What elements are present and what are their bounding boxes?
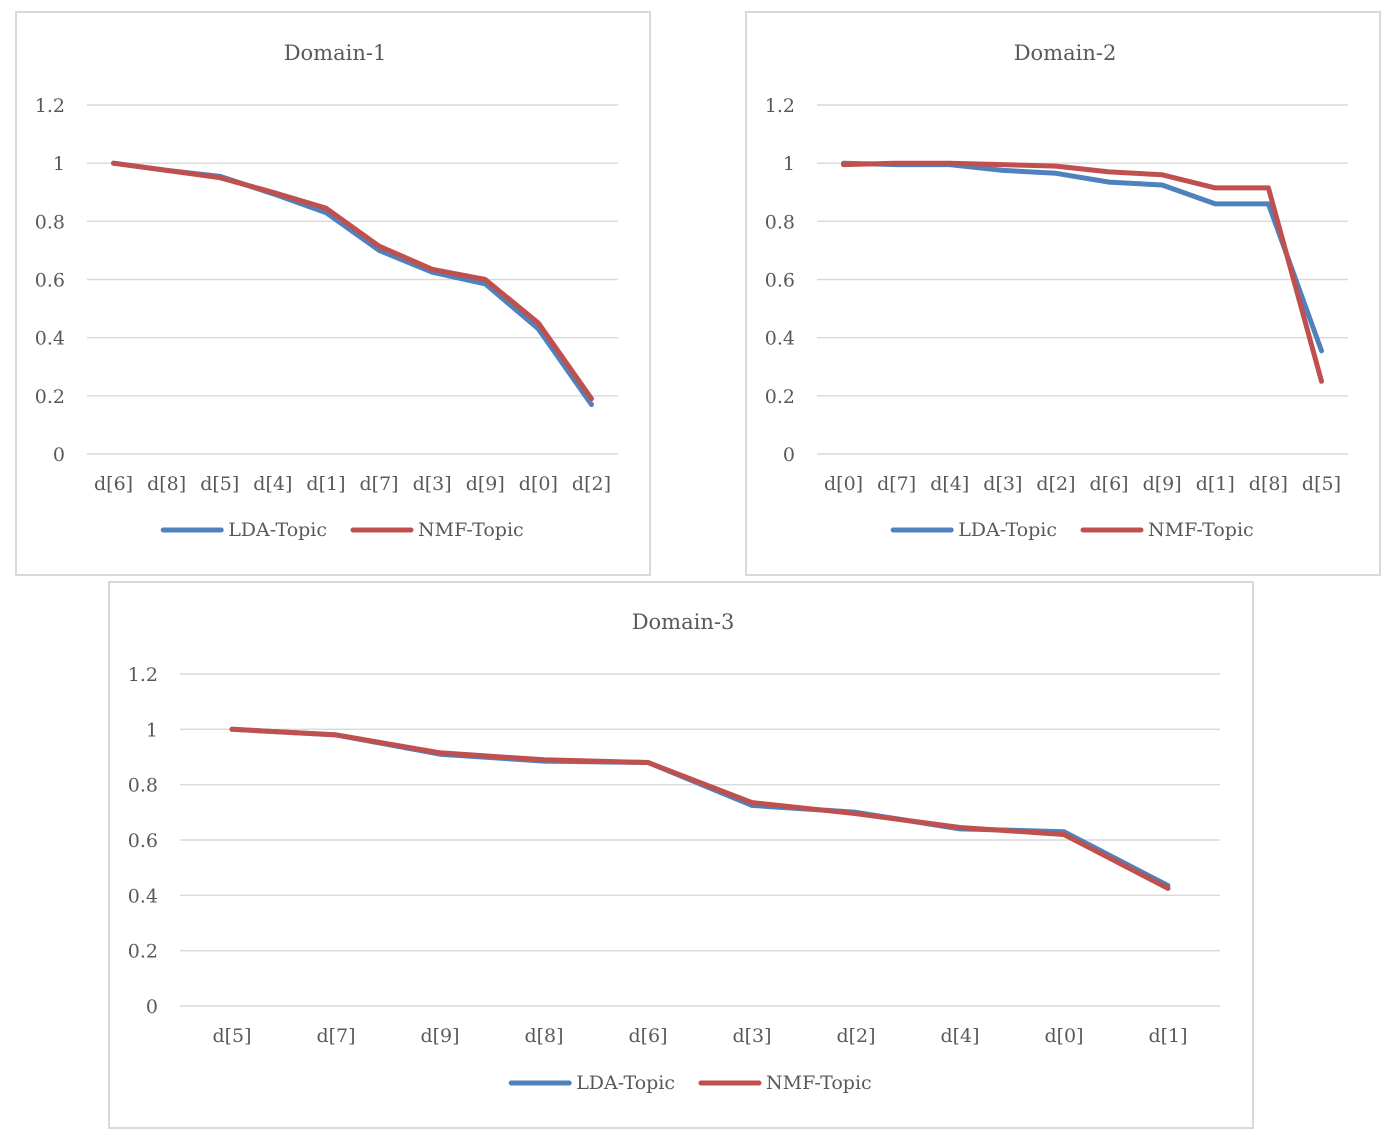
y-tick-label: 0 bbox=[783, 444, 795, 466]
legend-item-nmf-topic: NMF-Topic bbox=[698, 1072, 872, 1094]
y-tick-label: 1.2 bbox=[765, 95, 795, 117]
x-tick-label: d[0] bbox=[519, 473, 558, 495]
chart-panel-domain-1: Domain-1 0 0.2 0.4 0.6 0.8 1 1.2 d[6] d[8] d[5] d[4… bbox=[15, 11, 651, 576]
x-tick-label: d[9] bbox=[420, 1025, 459, 1047]
y-tick-label: 0.8 bbox=[128, 775, 158, 797]
legend-label: NMF-Topic bbox=[766, 1072, 872, 1094]
series-line-lda-topic bbox=[229, 726, 1171, 889]
line-chart-domain-3: Domain-3 0 0.2 0.4 0.6 0.8 1 1.2 d[5] d[7] d[9] d[8… bbox=[128, 610, 1220, 1094]
chart-panel-domain-3: Domain-3 0 0.2 0.4 0.6 0.8 1 1.2 d[5] d[7] d[9] d[8… bbox=[108, 581, 1254, 1129]
y-tick-label: 1 bbox=[53, 153, 65, 175]
x-tick-label: d[8] bbox=[524, 1025, 563, 1047]
x-tick-label: d[7] bbox=[877, 473, 916, 495]
x-tick-label: d[1] bbox=[1148, 1025, 1187, 1047]
y-tick-label: 0.4 bbox=[35, 328, 65, 350]
y-tick-label: 0 bbox=[146, 996, 158, 1018]
x-tick-label: d[6] bbox=[1090, 473, 1129, 495]
chart-title: Domain-3 bbox=[632, 610, 735, 634]
legend-label: LDA-Topic bbox=[958, 519, 1057, 541]
y-tick-label: 0.8 bbox=[765, 211, 795, 233]
x-tick-label: d[5] bbox=[200, 473, 239, 495]
series-line-nmf-topic bbox=[111, 160, 594, 402]
legend-label: LDA-Topic bbox=[228, 519, 327, 541]
x-tick-label: d[4] bbox=[940, 1025, 979, 1047]
line-chart-domain-1: Domain-1 0 0.2 0.4 0.6 0.8 1 1.2 d[6] d[8] d[5] d[4… bbox=[35, 41, 618, 541]
x-tick-label: d[1] bbox=[1196, 473, 1235, 495]
legend-item-lda-topic: LDA-Topic bbox=[508, 1072, 675, 1094]
legend-label: NMF-Topic bbox=[418, 519, 524, 541]
x-tick-label: d[2] bbox=[836, 1025, 875, 1047]
chart-title: Domain-2 bbox=[1014, 41, 1117, 65]
y-tick-label: 0.2 bbox=[128, 941, 158, 963]
y-tick-label: 0.4 bbox=[128, 885, 158, 907]
y-tick-label: 0 bbox=[53, 444, 65, 466]
x-tick-label: d[9] bbox=[466, 473, 505, 495]
series-line-nmf-topic bbox=[229, 726, 1171, 891]
series-line-nmf-topic bbox=[841, 160, 1324, 384]
y-tick-label: 0.6 bbox=[35, 270, 65, 292]
y-tick-label: 1.2 bbox=[128, 664, 158, 686]
y-tick-label: 1 bbox=[783, 153, 795, 175]
y-tick-label: 0.6 bbox=[765, 270, 795, 292]
y-tick-label: 0.2 bbox=[765, 386, 795, 408]
legend-label: NMF-Topic bbox=[1148, 519, 1254, 541]
x-tick-label: d[6] bbox=[94, 473, 133, 495]
x-tick-label: d[5] bbox=[1302, 473, 1341, 495]
x-tick-label: d[8] bbox=[147, 473, 186, 495]
x-tick-label: d[2] bbox=[1036, 473, 1075, 495]
x-tick-label: d[0] bbox=[824, 473, 863, 495]
x-tick-label: d[3] bbox=[732, 1025, 771, 1047]
x-tick-label: d[3] bbox=[413, 473, 452, 495]
chart-panel-domain-2: Domain-2 0 0.2 0.4 0.6 0.8 1 1.2 d[0] d[7] d[4] d[3… bbox=[745, 11, 1381, 576]
y-tick-label: 0.2 bbox=[35, 386, 65, 408]
x-tick-label: d[6] bbox=[628, 1025, 667, 1047]
x-tick-label: d[7] bbox=[360, 473, 399, 495]
x-tick-label: d[9] bbox=[1143, 473, 1182, 495]
x-tick-label: d[8] bbox=[1249, 473, 1288, 495]
x-tick-label: d[2] bbox=[572, 473, 611, 495]
series-line-lda-topic bbox=[111, 160, 594, 408]
legend-item-lda-topic: LDA-Topic bbox=[160, 519, 327, 541]
legend-item-nmf-topic: NMF-Topic bbox=[1080, 519, 1254, 541]
x-tick-label: d[1] bbox=[306, 473, 345, 495]
x-tick-label: d[5] bbox=[212, 1025, 251, 1047]
y-tick-label: 1.2 bbox=[35, 95, 65, 117]
line-chart-domain-2: Domain-2 0 0.2 0.4 0.6 0.8 1 1.2 d[0] d[7] d[4] d[3… bbox=[765, 41, 1348, 541]
legend-label: LDA-Topic bbox=[576, 1072, 675, 1094]
y-tick-label: 0.8 bbox=[35, 211, 65, 233]
series-line-lda-topic bbox=[841, 160, 1324, 354]
x-tick-label: d[4] bbox=[930, 473, 969, 495]
y-tick-label: 0.4 bbox=[765, 328, 795, 350]
x-tick-label: d[7] bbox=[316, 1025, 355, 1047]
x-tick-label: d[0] bbox=[1044, 1025, 1083, 1047]
y-tick-label: 0.6 bbox=[128, 830, 158, 852]
legend-item-lda-topic: LDA-Topic bbox=[890, 519, 1057, 541]
x-tick-label: d[4] bbox=[253, 473, 292, 495]
chart-title: Domain-1 bbox=[284, 41, 387, 65]
x-tick-label: d[3] bbox=[983, 473, 1022, 495]
legend-item-nmf-topic: NMF-Topic bbox=[350, 519, 524, 541]
y-tick-label: 1 bbox=[146, 719, 158, 741]
